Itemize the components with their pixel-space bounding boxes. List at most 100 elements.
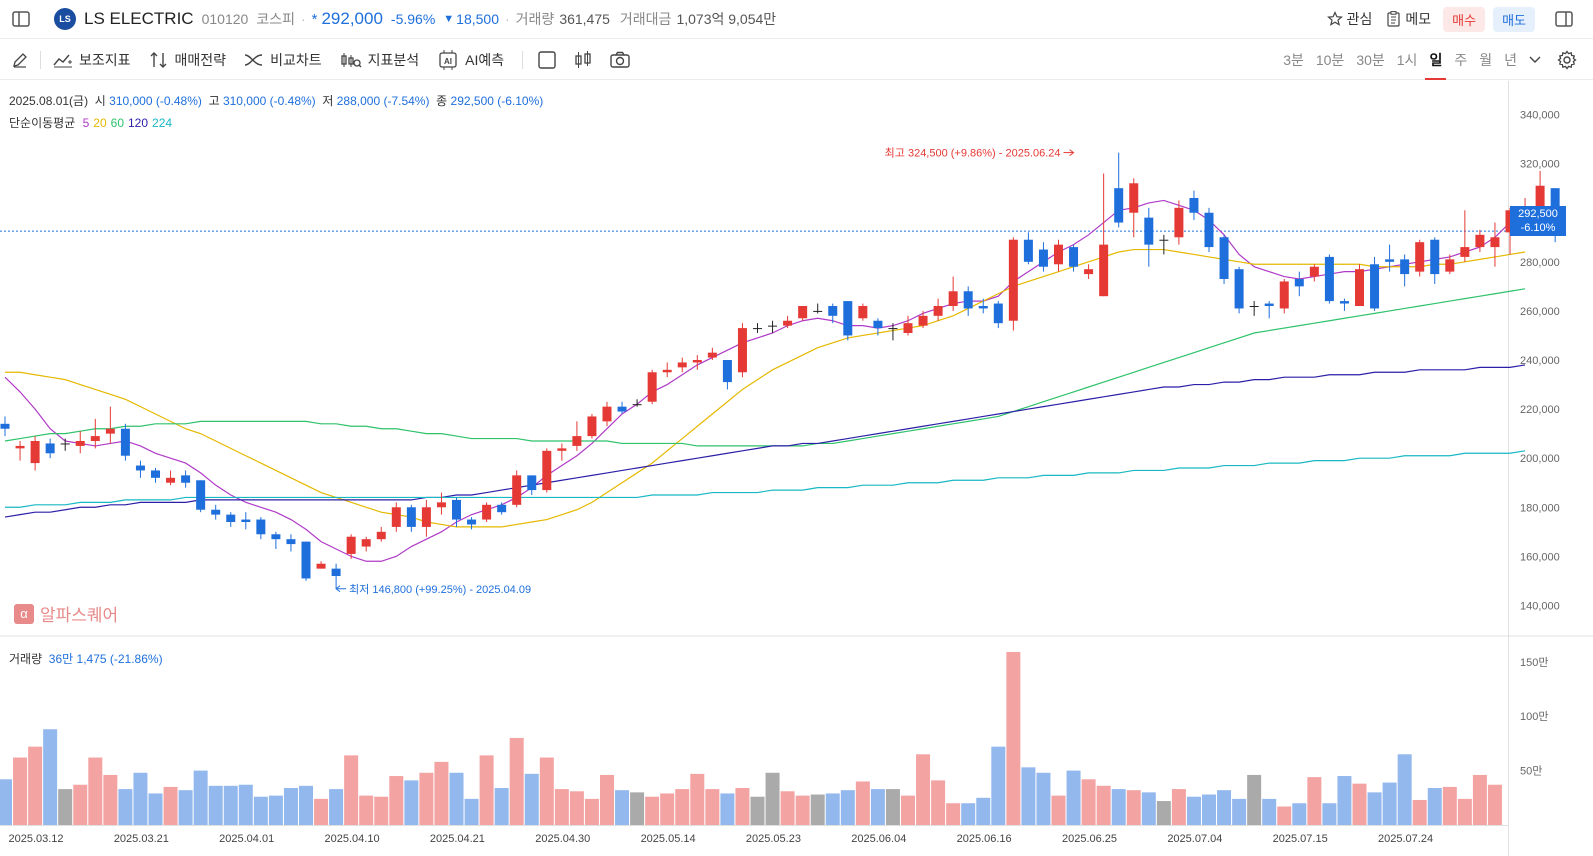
volume-bar	[1096, 785, 1111, 825]
price-chart[interactable]: 140,000 160,000 180,000 200,000 220,000 240,0…	[0, 81, 1593, 856]
timeframe-1[interactable]: 10분	[1315, 51, 1345, 68]
x-tick-label: 2025.05.23	[746, 833, 801, 845]
price-tick-label: 340,000	[1520, 110, 1560, 122]
candle-body	[1008, 239, 1018, 321]
volume-bar	[73, 784, 88, 825]
price-tick-label: 280,000	[1520, 257, 1560, 269]
candle-body	[105, 428, 115, 434]
candle-body	[557, 448, 567, 451]
candle-body	[271, 534, 281, 540]
current-price: 292,000	[321, 9, 383, 28]
candle-icon[interactable]	[573, 50, 593, 70]
high-arrow-head	[1069, 149, 1075, 156]
candle-body	[60, 443, 70, 445]
candle-body	[632, 404, 642, 406]
draw-pen-icon[interactable]	[0, 52, 40, 68]
right-panel-toggle-icon[interactable]	[1535, 11, 1593, 27]
volume-bar	[931, 780, 946, 825]
x-tick-label: 2025.06.16	[957, 833, 1012, 845]
timeframe-0[interactable]: 3분	[1283, 51, 1304, 68]
volume-bar	[1171, 789, 1186, 825]
price-tick-label: 140,000	[1520, 600, 1560, 612]
timeframe-2[interactable]: 30분	[1356, 51, 1385, 68]
volume-bar	[660, 793, 675, 825]
chevron-down-icon[interactable]	[1529, 56, 1541, 64]
volume-bar	[569, 791, 584, 825]
candle-body	[482, 504, 492, 520]
timeframe-3[interactable]: 1시	[1396, 51, 1418, 68]
volume-bar	[148, 793, 163, 825]
watch-button[interactable]: 관심	[1326, 9, 1372, 29]
candle-body	[828, 306, 838, 316]
amount-label: 거래대금	[619, 11, 672, 27]
candle-body	[1460, 247, 1470, 257]
timeframe-6[interactable]: 월	[1479, 51, 1493, 68]
timeframe-4[interactable]: 일	[1425, 51, 1447, 80]
change-amt: 18,500	[456, 11, 499, 27]
ai-chip-icon: AI	[439, 49, 457, 70]
timeframe-selector: 3분 10분 30분 1시 일 주 월 년	[1277, 50, 1523, 80]
volume-bar	[223, 785, 238, 825]
volume-bar	[103, 774, 118, 825]
volume-bar	[840, 790, 855, 825]
candle-body	[346, 536, 356, 554]
candle-body	[753, 328, 762, 330]
volume-bar	[855, 781, 870, 825]
stock-name[interactable]: LS ELECTRIC	[84, 9, 194, 28]
star-icon	[1326, 11, 1343, 26]
volume-bar	[1412, 799, 1427, 825]
alphasquare-watermark: α 알파스퀘어	[14, 601, 118, 626]
candle-body	[1204, 212, 1214, 248]
sidebar-toggle-icon[interactable]	[0, 11, 42, 27]
gear-icon[interactable]	[1557, 49, 1577, 70]
candle-body	[421, 507, 431, 527]
volume-bar	[1367, 792, 1382, 825]
candle-body	[1264, 303, 1274, 306]
candle-body	[211, 509, 221, 515]
memo-button[interactable]: 메모	[1386, 9, 1431, 29]
tool-indicators[interactable]: 보조지표	[53, 50, 131, 70]
chart-toolbar: 보조지표 매매전략 비교차트 지표분석 AI AI예측 3분 10분 30분 1시 일 주…	[0, 40, 1593, 80]
x-tick-label: 2025.04.01	[219, 833, 274, 845]
candle-body	[1219, 237, 1229, 279]
tool-strategy[interactable]: 매매전략	[149, 50, 226, 70]
candle-body	[1490, 237, 1500, 248]
tool-ai-forecast[interactable]: AI AI예측	[437, 49, 504, 70]
volume-bar	[795, 795, 810, 825]
candle-body	[1309, 266, 1319, 277]
x-tick-label: 2025.04.30	[535, 833, 590, 845]
volume-bar	[404, 780, 419, 825]
volume-bar	[1427, 788, 1442, 825]
candle-body	[1099, 244, 1109, 297]
camera-icon[interactable]	[609, 51, 631, 69]
volume-bar	[283, 788, 298, 825]
volume-bar	[238, 784, 253, 825]
candle-body	[467, 519, 477, 525]
x-tick-label: 2025.06.25	[1062, 833, 1117, 845]
timeframe-5[interactable]: 주	[1454, 51, 1468, 68]
candle-body	[135, 465, 145, 471]
buy-button[interactable]: 매수	[1443, 6, 1486, 32]
volume-bar	[1217, 790, 1232, 825]
tool-compare[interactable]: 비교차트	[244, 50, 322, 70]
volume-bar	[419, 772, 434, 825]
ohlc-high: 310,000 (-0.48%)	[222, 94, 316, 108]
tool-analysis[interactable]: 지표분석	[340, 50, 419, 70]
volume-info-value: 36만 1,475 (-21.86%)	[48, 652, 163, 666]
candle-body	[978, 306, 988, 309]
sell-button[interactable]: 매도	[1493, 6, 1535, 32]
ma-info[interactable]: 단순이동평균 5 20 60 120 224	[9, 114, 172, 131]
timeframe-7[interactable]: 년	[1504, 51, 1517, 68]
volume-bar	[1202, 794, 1216, 825]
volume-bar	[705, 789, 720, 825]
svg-text:AI: AI	[444, 57, 452, 66]
chart-type-square-icon[interactable]	[537, 50, 557, 70]
volume-bar	[645, 796, 660, 825]
alpha-logo-icon: α	[14, 603, 34, 624]
candle-body	[436, 502, 446, 508]
candle-body	[1445, 259, 1455, 272]
candle-body	[512, 475, 522, 505]
volume-bar	[178, 790, 193, 825]
volume-bar	[28, 746, 43, 825]
volume-bar	[389, 776, 404, 825]
